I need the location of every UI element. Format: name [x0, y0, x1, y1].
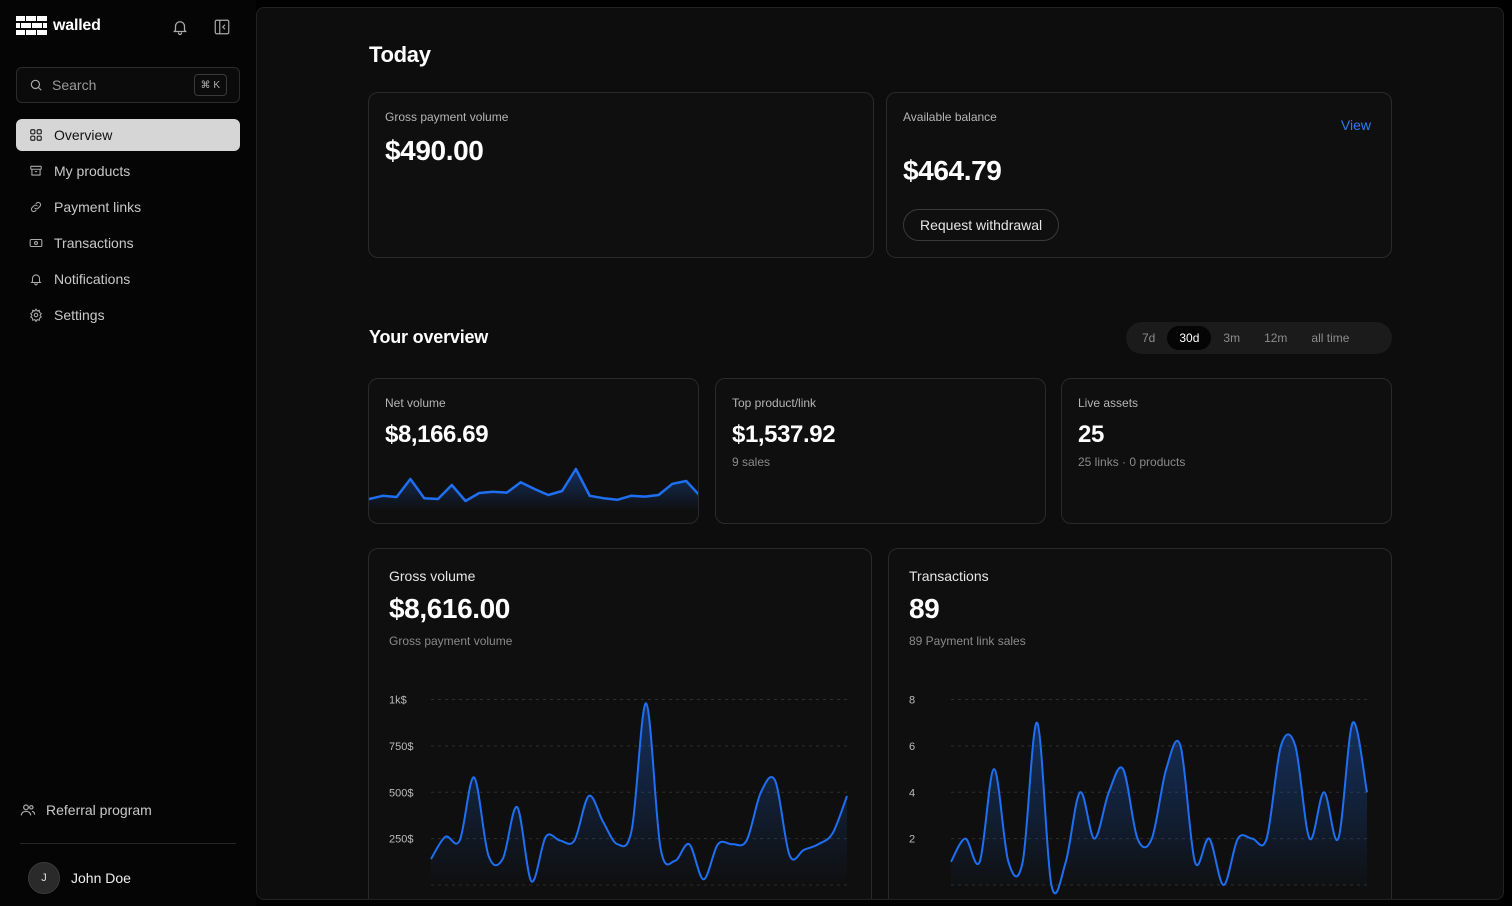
search-placeholder: Search — [52, 77, 97, 93]
main-content: Today Gross payment volume $490.00 Avail… — [256, 7, 1504, 900]
brand[interactable]: walled — [16, 16, 101, 36]
sidebar-item-settings[interactable]: Settings — [16, 299, 240, 331]
transactions-title: Transactions — [909, 568, 989, 584]
page-title: Today — [369, 42, 431, 67]
sparkline-line — [369, 467, 698, 503]
gross-volume-card: Gross volume $8,616.00 Gross payment vol… — [368, 548, 872, 899]
available-balance-value: $464.79 — [903, 155, 1002, 186]
transactions-value: 89 — [909, 593, 940, 624]
search-shortcut-badge: ⌘ K — [193, 74, 227, 96]
transactions-chart: 8 6 4 2 — [909, 695, 1368, 895]
live-assets-breakdown: 25 links · 0 products — [1078, 455, 1186, 469]
card-label: Net volume — [385, 396, 446, 410]
user-name: John Doe — [71, 870, 131, 886]
live-assets-card: Live assets 25 25 links · 0 products — [1061, 378, 1392, 524]
archive-box-icon — [28, 163, 44, 179]
range-7d[interactable]: 7d — [1142, 331, 1156, 345]
card-label: Gross payment volume — [385, 110, 509, 124]
view-balance-link[interactable]: View — [1340, 117, 1371, 133]
users-icon — [20, 804, 36, 816]
y-tick-label: 750$ — [389, 741, 413, 753]
net-volume-card: Net volume $8,166.69 — [368, 378, 699, 524]
search-input[interactable]: Search ⌘ K — [16, 67, 240, 103]
top-product-sales: 9 sales — [732, 455, 771, 469]
card-label: Top product/link — [732, 396, 817, 410]
y-tick-label: 4 — [909, 787, 915, 799]
sidebar-item-overview[interactable]: Overview — [16, 119, 240, 151]
sidebar-item-label: Overview — [54, 127, 113, 143]
sidebar-item-label: Notifications — [54, 271, 131, 287]
sidebar-item-label: Settings — [54, 307, 105, 323]
brand-name: walled — [53, 17, 101, 34]
range-all-time[interactable]: all time — [1311, 331, 1350, 345]
y-tick-label: 8 — [909, 695, 915, 707]
y-tick-label: 1k$ — [389, 695, 407, 707]
gross-volume-chart: 1k$ 750$ 500$ 250$ — [389, 695, 848, 886]
sidebar-item-transactions[interactable]: Transactions — [16, 227, 240, 259]
gross-payment-volume-card: Gross payment volume $490.00 — [368, 92, 874, 258]
sidebar-item-notifications[interactable]: Notifications — [16, 263, 240, 295]
sidebar-item-payment-links[interactable]: Payment links — [16, 191, 240, 223]
collapse-sidebar-button[interactable] — [212, 17, 232, 37]
card-label: Available balance — [903, 110, 997, 124]
range-30d[interactable]: 30d — [1167, 326, 1212, 350]
range-12m[interactable]: 12m — [1264, 331, 1288, 345]
link-icon — [28, 199, 44, 215]
y-tick-label: 500$ — [389, 787, 413, 799]
sidebar-nav: Overview My products Payment links Trans… — [16, 119, 240, 335]
search-icon — [30, 79, 42, 91]
y-tick-label: 250$ — [389, 834, 413, 846]
sidebar-item-label: My products — [54, 163, 131, 179]
net-volume-sparkline — [369, 467, 698, 511]
request-withdrawal-button[interactable]: Request withdrawal — [903, 209, 1060, 241]
available-balance-card: Available balance View $464.79 Request w… — [886, 92, 1392, 258]
net-volume-value: $8,166.69 — [385, 421, 489, 448]
sidebar-item-my-products[interactable]: My products — [16, 155, 240, 187]
grid-icon — [28, 127, 44, 143]
card-label: Live assets — [1078, 396, 1139, 410]
gross-volume-title: Gross volume — [389, 568, 476, 584]
range-3m[interactable]: 3m — [1223, 331, 1241, 345]
y-tick-label: 2 — [909, 834, 915, 846]
sidebar-item-label: Transactions — [54, 235, 134, 251]
time-range-selector: 7d 30d 3m 12m all time — [1126, 322, 1392, 354]
gross-volume-subtitle: Gross payment volume — [389, 634, 513, 648]
gross-payment-volume-value: $490.00 — [385, 135, 484, 166]
live-assets-value: 25 — [1078, 421, 1104, 448]
sidebar: walled Search ⌘ K Overview My — [0, 0, 256, 906]
gross-volume-value: $8,616.00 — [389, 593, 510, 624]
y-tick-label: 6 — [909, 741, 915, 753]
referral-label: Referral program — [46, 802, 152, 818]
bell-icon — [173, 21, 187, 36]
gear-icon — [28, 307, 44, 323]
sidebar-collapse-icon — [214, 19, 230, 35]
transactions-card: Transactions 89 89 Payment link sales 8 6… — [888, 548, 1392, 899]
overview-title: Your overview — [369, 327, 489, 347]
series-line — [430, 702, 848, 883]
sidebar-divider — [20, 843, 236, 844]
brick-wall-logo-icon — [16, 16, 47, 35]
banknote-icon — [28, 235, 44, 251]
top-product-card: Top product/link $1,537.92 9 sales — [715, 378, 1046, 524]
sidebar-item-label: Payment links — [54, 199, 142, 215]
series-line — [950, 721, 1368, 895]
avatar: J — [28, 862, 60, 894]
top-product-value: $1,537.92 — [732, 421, 836, 448]
user-menu[interactable]: J John Doe — [28, 862, 131, 894]
referral-program-link[interactable]: Referral program — [20, 802, 152, 818]
notifications-bell-button[interactable] — [170, 17, 190, 37]
transactions-subtitle: 89 Payment link sales — [909, 634, 1026, 648]
bell-icon — [28, 271, 44, 287]
series-area — [431, 703, 847, 885]
